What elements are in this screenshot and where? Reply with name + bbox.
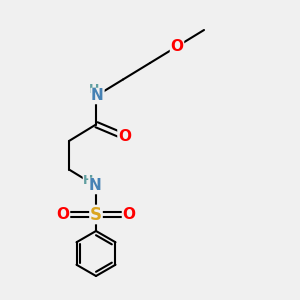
Text: O: O [56, 207, 70, 222]
Text: H: H [83, 174, 94, 187]
Text: N: N [89, 178, 102, 194]
Text: H: H [89, 83, 100, 96]
Text: O: O [122, 207, 136, 222]
Text: O: O [118, 129, 131, 144]
Text: S: S [90, 206, 102, 224]
Text: O: O [170, 39, 184, 54]
Text: N: N [91, 88, 104, 104]
